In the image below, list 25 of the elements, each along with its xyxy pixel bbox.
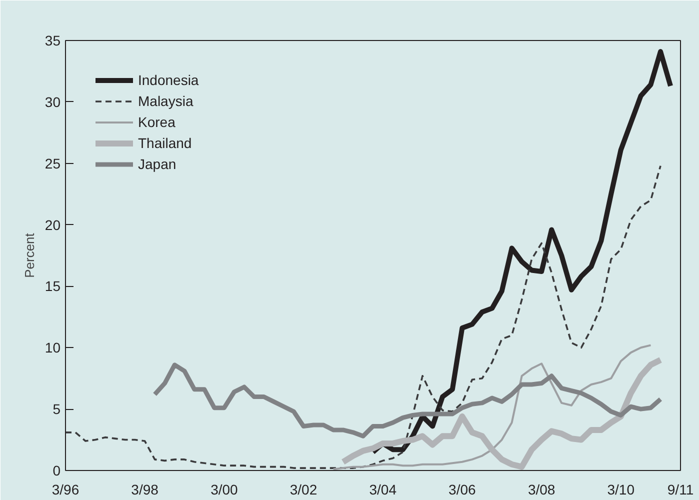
y-tick-label: 5 bbox=[52, 401, 61, 418]
y-tick-label: 20 bbox=[44, 216, 61, 233]
line-series bbox=[152, 362, 663, 438]
legend-label: Indonesia bbox=[138, 71, 199, 89]
x-tick-label: 3/04 bbox=[369, 482, 397, 498]
x-tick-label: 9/11 bbox=[667, 482, 694, 498]
legend-label: Malaysia bbox=[138, 92, 194, 110]
x-tick-label: 3/02 bbox=[290, 482, 318, 498]
x-tick-label: 3/06 bbox=[448, 482, 476, 498]
line-series bbox=[332, 344, 652, 470]
y-tick-label: 30 bbox=[44, 94, 61, 110]
x-tick-label: 3/10 bbox=[607, 482, 635, 498]
y-axis-title: Percent bbox=[22, 232, 37, 278]
legend-label: Japan bbox=[138, 155, 176, 173]
y-tick-label: 0 bbox=[52, 462, 61, 478]
y-tick-label: 10 bbox=[44, 340, 61, 356]
legend-label: Korea bbox=[138, 113, 176, 131]
y-tick-label: 35 bbox=[44, 32, 61, 48]
x-tick-label: 3/08 bbox=[528, 482, 556, 498]
x-tick-label: 3/00 bbox=[210, 482, 238, 498]
y-tick-label: 15 bbox=[44, 278, 61, 294]
legend-label: Thailand bbox=[138, 134, 192, 152]
y-tick-label: 25 bbox=[44, 155, 61, 172]
x-tick-label: 3/96 bbox=[52, 482, 80, 498]
x-tick-label: 3/98 bbox=[131, 482, 159, 498]
